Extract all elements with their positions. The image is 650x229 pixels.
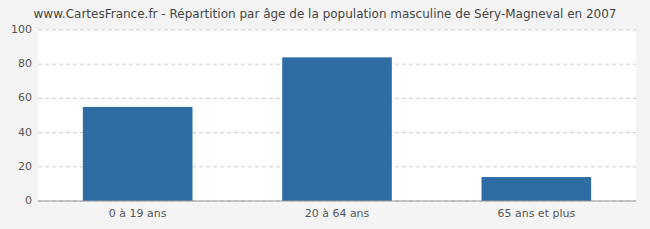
- chart-title: www.CartesFrance.fr - Répartition par âg…: [34, 7, 617, 21]
- y-tick-label: 0: [25, 194, 32, 207]
- y-tick-label: 80: [18, 57, 32, 70]
- x-tick-label: 65 ans et plus: [497, 207, 575, 220]
- bars: [83, 57, 591, 201]
- bar: [482, 177, 592, 201]
- y-tick-label: 60: [18, 91, 32, 104]
- y-tick-label: 40: [18, 126, 32, 139]
- bar: [282, 57, 392, 201]
- y-tick-labels: 0 20 40 60 80 100: [11, 23, 32, 207]
- x-tick-labels: 0 à 19 ans 20 à 64 ans 65 ans et plus: [109, 207, 576, 220]
- y-tick-label: 100: [11, 23, 32, 36]
- x-tick-label: 20 à 64 ans: [305, 207, 370, 220]
- plot-background: [38, 30, 636, 201]
- bar: [83, 107, 193, 201]
- x-axis-line: [38, 201, 636, 202]
- y-grid: [38, 30, 636, 201]
- chart-svg: 0 20 40 60 80 100 0 à 19 ans 20 à 64 ans 65 ans …: [0, 0, 650, 229]
- y-tick-label: 20: [18, 160, 32, 173]
- chart-container: 0 20 40 60 80 100 0 à 19 ans 20 à 64 ans 65 ans …: [0, 0, 650, 229]
- grid-line: [38, 30, 636, 31]
- x-tick-label: 0 à 19 ans: [109, 207, 167, 220]
- grid-line: [38, 201, 636, 202]
- plot-area: 0 20 40 60 80 100 0 à 19 ans 20 à 64 ans 65 ans …: [11, 23, 636, 220]
